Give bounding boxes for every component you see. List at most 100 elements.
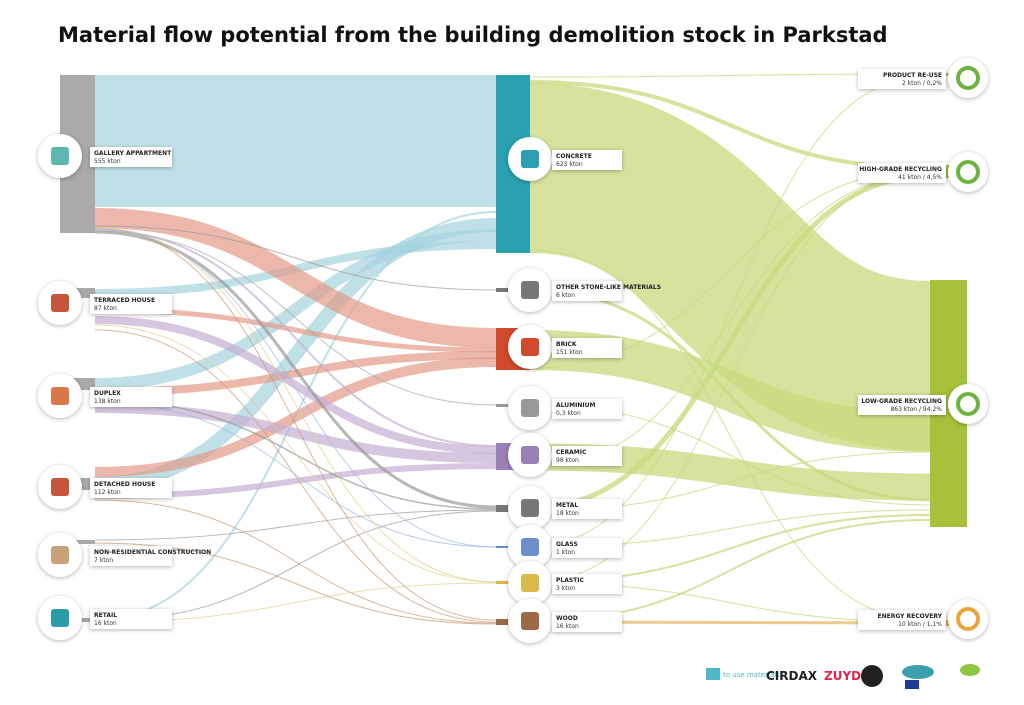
node-label: ENERGY RECOVERY xyxy=(877,613,942,620)
logo: to use materials xyxy=(723,671,780,679)
flow xyxy=(94,329,497,623)
label-box xyxy=(90,147,172,167)
icon-glyph xyxy=(521,338,539,356)
node-value: 87 kton xyxy=(94,305,117,312)
node-value: 863 kton / 94,2% xyxy=(890,406,942,413)
flow xyxy=(94,226,497,583)
label-box xyxy=(858,610,946,630)
icon-glyph xyxy=(51,294,69,312)
label-box xyxy=(552,399,622,419)
node-value: 18 kton xyxy=(556,510,579,517)
node-value: 10 kton / 1,1% xyxy=(898,621,942,628)
node-value: 1 kton xyxy=(556,549,575,556)
node-value: 6 kton xyxy=(556,292,575,299)
flow xyxy=(529,171,931,584)
label-box xyxy=(858,163,946,183)
node-label: OTHER STONE-LIKE MATERIALS xyxy=(556,284,661,291)
logo-icon xyxy=(960,664,980,676)
label-box xyxy=(552,499,622,519)
icon xyxy=(948,384,988,424)
logo-icon xyxy=(861,665,883,687)
flow xyxy=(94,225,497,291)
flow xyxy=(94,401,497,548)
icon-glyph xyxy=(521,150,539,168)
icon-glyph xyxy=(51,478,69,496)
node-value: 151 kton xyxy=(556,349,583,356)
logo: CIRDAX xyxy=(766,669,818,683)
node-label: ALUMINIUM xyxy=(556,402,595,409)
node-label: BRICK xyxy=(556,341,577,348)
icon-glyph xyxy=(521,499,539,517)
label-box xyxy=(552,574,622,594)
label-box xyxy=(552,150,622,170)
node-label: DUPLEX xyxy=(94,390,121,397)
node-value: 7 kton xyxy=(94,557,113,564)
icon-glyph xyxy=(521,399,539,417)
icon-glyph xyxy=(51,147,69,165)
flow xyxy=(94,403,497,463)
icon xyxy=(948,152,988,192)
icon-glyph xyxy=(521,612,539,630)
node-value: 555 kton xyxy=(94,158,121,165)
title: Material flow potential from the buildin… xyxy=(58,23,888,47)
label-box xyxy=(90,294,172,314)
label-box xyxy=(90,609,172,629)
node-value: 3 kton xyxy=(556,585,575,592)
node-label: PLASTIC xyxy=(556,577,585,584)
logo-icon xyxy=(706,668,720,680)
icon-glyph xyxy=(521,574,539,592)
flow xyxy=(94,324,497,583)
icon-glyph xyxy=(956,392,980,416)
icon-glyph xyxy=(51,546,69,564)
node-label: NON-RESIDENTIAL CONSTRUCTION xyxy=(94,549,211,556)
node-label: RETAIL xyxy=(94,612,117,619)
icon-glyph xyxy=(956,160,980,184)
flow xyxy=(529,249,931,622)
logo-icon xyxy=(902,665,934,679)
flow xyxy=(529,288,931,502)
icon-glyph xyxy=(956,66,980,90)
logos: to use materials CIRDAX ZUYD xyxy=(706,664,980,689)
node-label: GLASS xyxy=(556,541,578,548)
icon xyxy=(948,599,988,639)
node-label: CONCRETE xyxy=(556,153,592,160)
flow xyxy=(529,519,931,622)
node-label: DETACHED HOUSE xyxy=(94,481,155,488)
label-box xyxy=(552,281,622,301)
node-value: 112 kton xyxy=(94,489,121,496)
node-label: LOW-GRADE RECYCLING xyxy=(861,398,942,405)
node-value: 41 kton / 4,5% xyxy=(898,174,942,181)
flow xyxy=(529,74,931,548)
node-value: 623 kton xyxy=(556,161,583,168)
node-label: METAL xyxy=(556,502,578,509)
node-value: 0,3 kton xyxy=(556,410,581,417)
flow xyxy=(527,83,933,451)
label-box xyxy=(552,338,622,358)
flow xyxy=(94,229,497,447)
flow xyxy=(94,509,497,541)
flow xyxy=(94,227,497,621)
icon-glyph xyxy=(51,609,69,627)
icon xyxy=(948,58,988,98)
label-box xyxy=(552,538,622,558)
icon-glyph xyxy=(956,607,980,631)
flow xyxy=(94,230,497,406)
flow xyxy=(94,230,497,509)
flow xyxy=(94,208,497,348)
node-label: HIGH-GRADE RECYCLING xyxy=(859,166,942,173)
node-value: 138 kton xyxy=(94,398,121,405)
logo: ZUYD xyxy=(824,669,861,683)
node-value: 16 kton xyxy=(556,623,579,630)
label-box xyxy=(552,612,622,632)
node-value: 2 kton / 0,2% xyxy=(902,80,942,87)
icon-glyph xyxy=(521,538,539,556)
node-value: 16 kton xyxy=(94,620,117,627)
label-box xyxy=(552,446,622,466)
label-box xyxy=(90,387,172,407)
node-label: CERAMIC xyxy=(556,449,587,456)
icon-glyph xyxy=(521,446,539,464)
label-box xyxy=(90,478,172,498)
icon-glyph xyxy=(521,281,539,299)
icon-glyph xyxy=(51,387,69,405)
